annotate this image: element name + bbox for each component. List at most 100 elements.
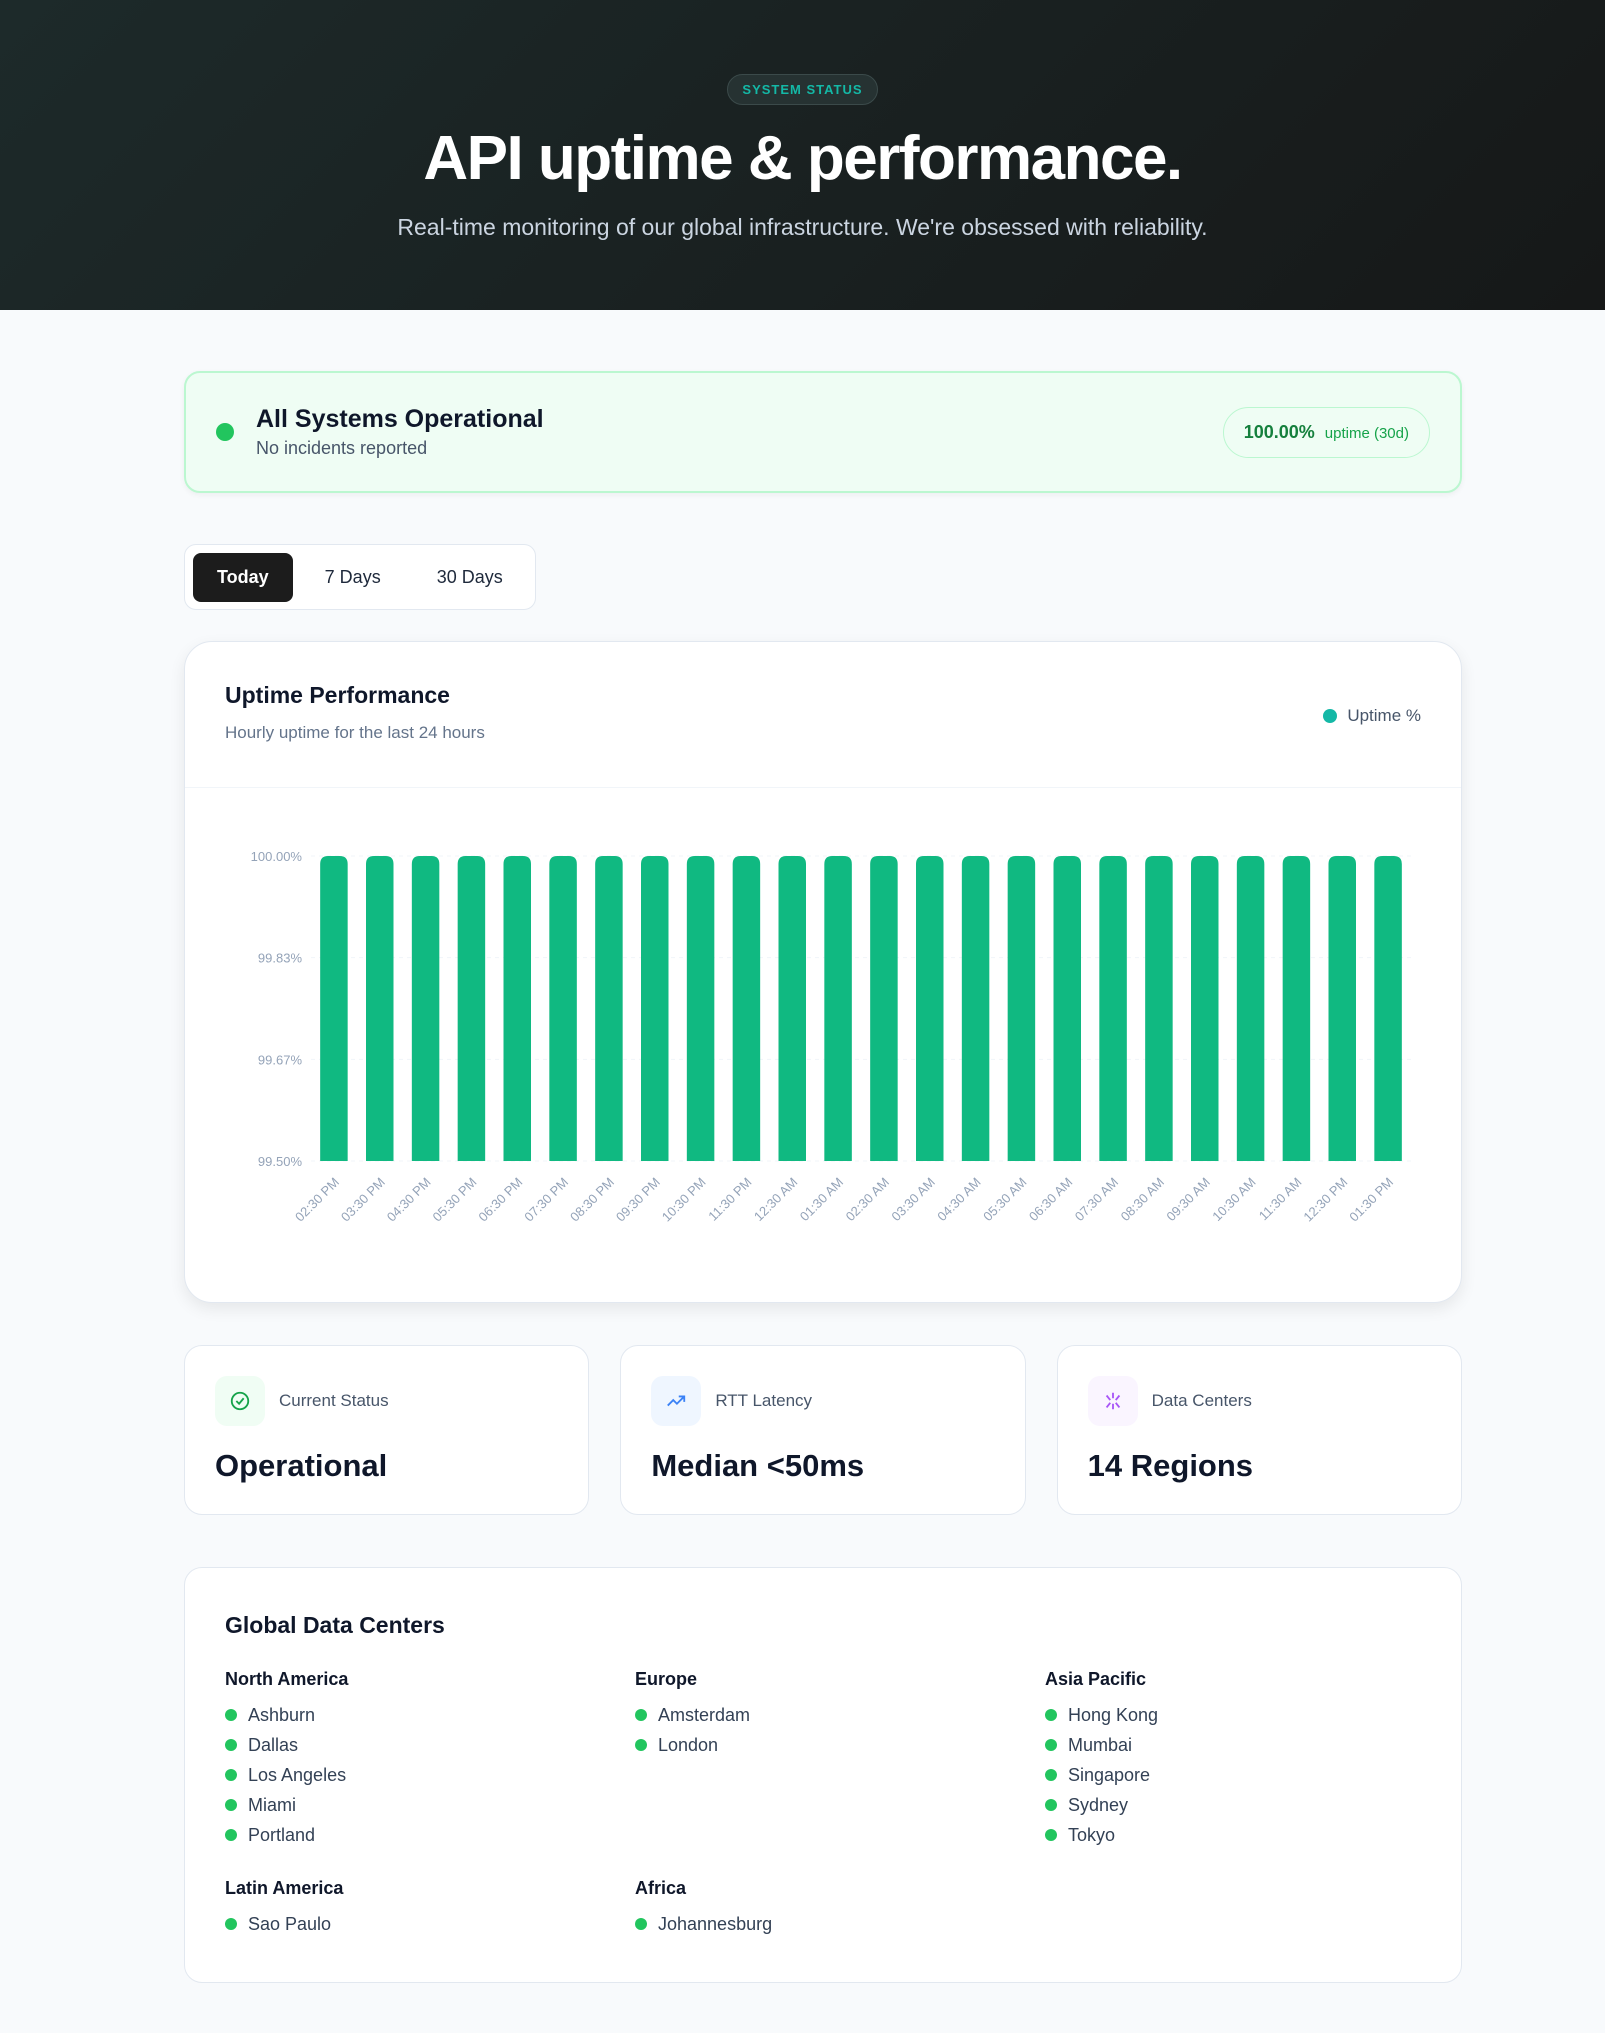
datacenter-item: Hong Kong — [1045, 1700, 1455, 1730]
datacenter-item: Sydney — [1045, 1790, 1455, 1820]
city-name: Johannesburg — [658, 1913, 773, 1934]
global-data-centers: Global Data Centers North America Ashburn… — [184, 1567, 1462, 1983]
trending-up-icon — [651, 1376, 702, 1426]
datacenter-item: London — [635, 1730, 1045, 1760]
stat-value: Median <50ms — [651, 1448, 865, 1483]
uptime-bar[interactable] — [1145, 856, 1173, 1161]
datacenter-item: Singapore — [1045, 1760, 1455, 1790]
uptime-bar[interactable] — [686, 856, 715, 1161]
city-name: Tokyo — [1068, 1824, 1116, 1845]
region-name: Africa — [635, 1878, 687, 1898]
stats-row: Current Status Operational RTT Latency M… — [184, 1345, 1462, 1515]
uptime-bar[interactable] — [1328, 856, 1357, 1161]
city-name: Amsterdam — [658, 1704, 751, 1725]
uptime-bar[interactable] — [320, 856, 348, 1161]
uptime-pill: 100.00% uptime (30d) — [1222, 406, 1430, 458]
x-tick-label: 12:30 AM — [751, 1175, 800, 1224]
x-tick-label: 08:30 AM — [1118, 1175, 1167, 1224]
status-dot-icon — [225, 1829, 237, 1841]
datacenter-item: Tokyo — [1045, 1820, 1455, 1850]
uptime-value: 100.00% — [1243, 421, 1315, 442]
city-name: Hong Kong — [1068, 1704, 1159, 1725]
uptime-bar[interactable] — [457, 856, 486, 1161]
uptime-bar[interactable] — [1053, 856, 1082, 1161]
stat-value: 14 Regions — [1087, 1448, 1254, 1483]
uptime-bar[interactable] — [778, 856, 807, 1161]
uptime-bar[interactable] — [824, 856, 852, 1161]
status-banner: All Systems Operational No incidents rep… — [184, 371, 1462, 493]
datacenter-item: Dallas — [225, 1730, 635, 1760]
city-name: Portland — [248, 1824, 316, 1845]
city-name: Sao Paulo — [248, 1913, 332, 1934]
city-name: Sydney — [1068, 1794, 1129, 1815]
city-name: Dallas — [248, 1734, 299, 1755]
region-africa: Africa Johannesburg — [635, 1878, 1045, 1939]
stat-label: Data Centers — [1151, 1391, 1252, 1410]
region-name: Asia Pacific — [1045, 1669, 1147, 1689]
stat-card-data-centers: Data Centers 14 Regions — [1056, 1345, 1462, 1515]
uptime-bar[interactable] — [595, 856, 623, 1161]
uptime-bar[interactable] — [1191, 856, 1219, 1161]
region-asia-pacific: Asia Pacific Hong Kong Mumbai Singapore Sydn… — [1045, 1669, 1455, 1850]
datacenter-item: Los Angeles — [225, 1760, 635, 1790]
uptime-bar[interactable] — [1007, 856, 1036, 1161]
datacenter-item: Sao Paulo — [225, 1909, 635, 1939]
uptime-label: uptime (30d) — [1324, 424, 1409, 442]
uptime-bar[interactable] — [916, 856, 944, 1161]
region-name: North America — [225, 1669, 349, 1689]
uptime-bar[interactable] — [641, 856, 669, 1161]
section-title: Global Data Centers — [225, 1612, 445, 1638]
uptime-bar[interactable] — [366, 856, 394, 1161]
status-dot-icon — [635, 1709, 647, 1721]
uptime-bar[interactable] — [1236, 856, 1265, 1161]
stat-value: Operational — [215, 1448, 388, 1483]
x-tick-label: 05:30 AM — [980, 1175, 1029, 1224]
uptime-bar[interactable] — [411, 856, 440, 1161]
chart-subtitle: Hourly uptime for the last 24 hours — [225, 723, 485, 742]
x-tick-label: 04:30 AM — [934, 1175, 983, 1224]
x-tick-label: 11:30 AM — [1256, 1175, 1305, 1224]
city-name: Mumbai — [1068, 1734, 1133, 1755]
status-title: All Systems Operational — [256, 405, 544, 433]
uptime-chart-card: Uptime Performance Hourly uptime for the… — [184, 641, 1462, 1303]
status-dot-icon — [225, 1799, 237, 1811]
x-tick-label: 01:30 PM — [1346, 1175, 1396, 1225]
time-range-tabs: Today 7 Days 30 Days — [184, 544, 536, 610]
status-dot-icon — [225, 1709, 237, 1721]
status-dot-icon — [225, 1918, 237, 1930]
status-dot-icon — [225, 1769, 237, 1781]
datacenter-item: Johannesburg — [635, 1909, 1045, 1939]
chart-legend: Uptime % — [1323, 706, 1421, 726]
chart-title: Uptime Performance — [225, 682, 450, 708]
uptime-bar[interactable] — [732, 856, 761, 1161]
y-tick-label: 99.50% — [258, 1154, 303, 1169]
uptime-bar[interactable] — [1374, 856, 1402, 1161]
region-north-america: North America Ashburn Dallas Los Angeles Mia… — [225, 1669, 635, 1850]
x-tick-label: 10:30 AM — [1209, 1175, 1258, 1224]
y-tick-label: 99.67% — [258, 1052, 303, 1067]
stat-label: RTT Latency — [715, 1391, 813, 1410]
uptime-bar[interactable] — [1099, 856, 1127, 1161]
x-tick-label: 02:30 PM — [292, 1175, 342, 1225]
status-dot-icon — [1045, 1709, 1057, 1721]
uptime-bar[interactable] — [961, 856, 990, 1161]
uptime-bar[interactable] — [549, 856, 577, 1161]
city-name: Singapore — [1068, 1764, 1151, 1785]
uptime-bar[interactable] — [870, 856, 898, 1161]
x-tick-label: 09:30 AM — [1163, 1175, 1212, 1224]
x-tick-label: 02:30 AM — [843, 1175, 892, 1224]
x-tick-label: 12:30 PM — [1300, 1175, 1350, 1225]
tab-30-days[interactable]: 30 Days — [436, 566, 503, 587]
stat-card-rtt-latency: RTT Latency Median <50ms — [620, 1345, 1026, 1515]
datacenter-item: Mumbai — [1045, 1730, 1455, 1760]
x-tick-label: 05:30 PM — [430, 1175, 480, 1225]
city-name: Ashburn — [248, 1704, 316, 1725]
status-dot-icon — [1045, 1739, 1057, 1751]
datacenter-item: Miami — [225, 1790, 635, 1820]
tab-today[interactable]: Today — [193, 552, 293, 602]
status-dot-icon — [216, 423, 234, 441]
uptime-bar[interactable] — [1282, 856, 1311, 1161]
tab-7-days[interactable]: 7 Days — [324, 566, 381, 587]
uptime-bar[interactable] — [503, 856, 532, 1161]
